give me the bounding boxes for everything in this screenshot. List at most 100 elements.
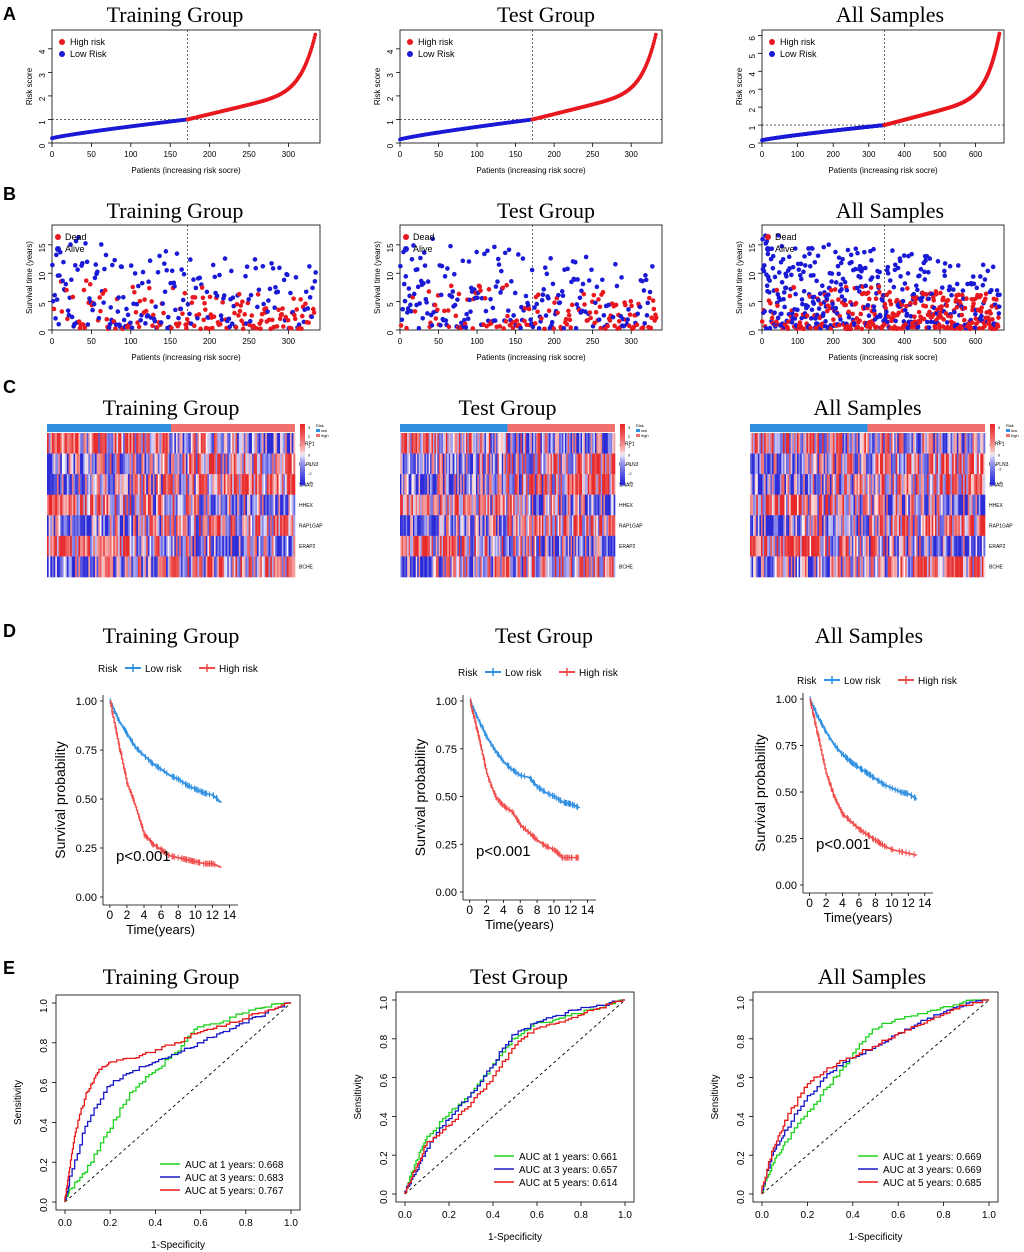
heatmap-cell	[461, 494, 464, 516]
heatmap-cell	[551, 535, 554, 557]
heatmap-cell	[75, 556, 78, 578]
heatmap-cell	[144, 474, 147, 496]
heatmap-cell	[450, 515, 452, 537]
heatmap-cell	[48, 494, 51, 516]
heatmap-cell	[232, 556, 235, 578]
heatmap-cell	[445, 433, 448, 454]
heatmap-cell	[559, 535, 561, 557]
heatmap-cell	[245, 515, 248, 537]
heatmap-cell	[434, 453, 437, 475]
heatmap-cell	[111, 494, 114, 516]
heatmap-cell	[599, 453, 601, 475]
heatmap-cell	[432, 474, 435, 496]
alive-point	[811, 301, 817, 306]
heatmap-cell	[164, 535, 167, 557]
heatmap-cell	[248, 515, 251, 537]
heatmap-cell	[550, 453, 553, 475]
alive-point	[970, 274, 976, 279]
heatmap-cell	[569, 474, 571, 496]
x-axis-label: Patients (increasing risk socre)	[828, 353, 938, 362]
heatmap-cell	[283, 474, 286, 496]
alive-point	[529, 267, 535, 273]
heatmap-cell	[496, 494, 498, 516]
heatmap-cell	[261, 433, 264, 454]
heatmap-cell	[523, 433, 525, 454]
heatmap-cell	[182, 515, 185, 537]
heatmap-cell	[174, 535, 177, 557]
legend-marker	[407, 39, 413, 45]
heatmap-cell	[527, 556, 530, 578]
alive-point	[809, 307, 815, 313]
heatmap-cell	[468, 433, 471, 454]
heatmap-cell	[131, 515, 134, 537]
heatmap-cell	[533, 515, 536, 537]
heatmap-cell	[478, 535, 481, 557]
heatmap-cell	[96, 474, 99, 496]
heatmap-cell	[204, 515, 207, 537]
heatmap-cell	[247, 474, 250, 496]
gene-label: HHEX	[299, 503, 314, 509]
heatmap-cell	[210, 535, 213, 557]
heatmap-cell	[58, 453, 61, 475]
heatmap-cell	[101, 494, 104, 516]
heatmap-cell	[194, 453, 197, 475]
heatmap-cell	[461, 556, 464, 578]
alive-point	[542, 265, 548, 270]
heatmap-cell	[142, 433, 145, 454]
heatmap-cell	[567, 515, 570, 537]
heatmap-cell	[70, 474, 73, 496]
heatmap-cell	[268, 535, 271, 557]
dead-point	[240, 299, 245, 304]
heatmap-cell	[187, 556, 190, 578]
heatmap-cell	[481, 453, 484, 475]
alive-point	[935, 259, 941, 264]
heatmap-cell	[96, 515, 99, 537]
heatmap-cell	[583, 494, 586, 516]
heatmap-cell	[414, 556, 417, 578]
alive-point	[275, 289, 281, 295]
heatmap-cell	[65, 494, 68, 516]
heatmap-cell	[119, 535, 122, 557]
heatmap-cell	[464, 474, 467, 496]
heatmap-cell	[455, 515, 458, 537]
heatmap-cell	[593, 453, 596, 475]
heatmap-cell	[290, 515, 292, 537]
heatmap-cell	[455, 556, 458, 578]
heatmap-cell	[209, 535, 211, 557]
heatmap-cell	[228, 515, 231, 537]
dead-point	[944, 303, 950, 308]
heatmap-cell	[174, 515, 177, 537]
heatmap-cell	[560, 474, 563, 496]
heatmap-cell	[215, 433, 218, 454]
heatmap-cell	[431, 453, 434, 475]
heatmap-cell	[235, 453, 238, 475]
heatmap-cell	[507, 515, 510, 537]
alive-point	[90, 307, 95, 313]
alive-point	[802, 254, 807, 259]
heatmap-cell	[483, 453, 485, 475]
heatmap-cell	[486, 453, 488, 475]
alive-point	[781, 290, 787, 295]
dead-point	[299, 313, 305, 319]
dead-point	[996, 315, 1001, 320]
alive-point	[922, 277, 928, 282]
y-tick-label: 5	[748, 302, 757, 307]
heatmap-cell	[144, 515, 147, 537]
dead-point	[552, 300, 557, 305]
alive-point	[915, 287, 920, 293]
high-risk-point	[653, 35, 657, 40]
heatmap-cell	[527, 474, 530, 496]
dead-point	[859, 326, 865, 332]
alive-point	[790, 264, 796, 270]
heatmap-cell	[460, 474, 462, 496]
heatmap-cell	[437, 453, 439, 475]
dead-point	[258, 318, 264, 324]
dead-point	[303, 301, 308, 307]
heatmap-cell	[167, 494, 170, 516]
legend-title: Risk	[316, 423, 324, 428]
alive-point	[539, 297, 545, 303]
heatmap-cell	[240, 535, 243, 557]
heatmap-cell	[248, 433, 251, 454]
heatmap-cell	[192, 474, 195, 496]
y-tick-label: 4	[748, 71, 757, 76]
